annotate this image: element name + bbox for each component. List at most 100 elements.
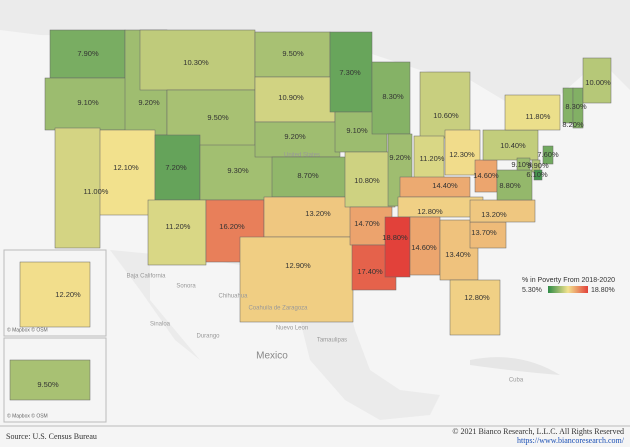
- state: [9, 359, 91, 401]
- state: [542, 145, 554, 165]
- state-value-label: 8.80%: [499, 181, 521, 190]
- state-value-label: 14.70%: [354, 219, 380, 228]
- state: [572, 87, 584, 129]
- state: [19, 261, 91, 328]
- state: [582, 57, 612, 104]
- state-value-label: 11.00%: [84, 187, 109, 196]
- state-value-label: 10.60%: [433, 111, 459, 120]
- state-value-label: 9.20%: [138, 98, 160, 107]
- state-value-label: 14.40%: [432, 181, 458, 190]
- state-value-label: 10.90%: [278, 93, 304, 102]
- state-value-label: 9.90%: [527, 161, 549, 170]
- state-value-label: 11.20%: [420, 154, 445, 163]
- place-label: Tamaulipas: [317, 338, 347, 344]
- place-label: Cuba: [509, 378, 524, 384]
- state-value-label: 12.30%: [449, 150, 475, 159]
- state: [344, 151, 396, 208]
- place-label: Baja California: [126, 274, 166, 280]
- state: [384, 216, 411, 278]
- state-value-label: 13.20%: [481, 210, 507, 219]
- state-value-label: 12.10%: [113, 163, 139, 172]
- state-value-label: 10.80%: [354, 176, 380, 185]
- place-label: Sonora: [176, 284, 196, 290]
- state-value-label: 6.10%: [526, 170, 548, 179]
- place-label: Coahuila de Zaragoza: [248, 306, 308, 312]
- place-label: United States: [284, 153, 320, 159]
- state-value-label: 9.10%: [77, 98, 99, 107]
- state-value-label: 14.60%: [411, 243, 437, 252]
- state-value-label: 7.60%: [537, 150, 559, 159]
- state-value-label: 9.50%: [207, 113, 229, 122]
- source: Source: U.S. Census Bureau: [6, 432, 97, 441]
- state: [444, 129, 481, 176]
- place-label: Durango: [196, 334, 220, 340]
- state-value-label: 8.30%: [565, 102, 587, 111]
- legend-title: % in Poverty From 2018-2020: [522, 277, 615, 284]
- legend-scale: [548, 286, 588, 293]
- attribution: © Mapbox © OSM: [7, 412, 48, 419]
- state: [516, 157, 531, 171]
- state-value-label: 11.80%: [526, 112, 551, 121]
- place-label: Nuevo Leon: [276, 326, 308, 332]
- state-value-label: 7.20%: [165, 163, 187, 172]
- state: [469, 221, 507, 249]
- state-value-label: 13.70%: [471, 228, 497, 237]
- place-label: Chihuahua: [218, 294, 248, 300]
- state-value-label: 8.30%: [382, 92, 404, 101]
- state-value-label: 12.20%: [55, 290, 81, 299]
- state-value-label: 9.50%: [282, 49, 304, 58]
- state-value-label: 10.00%: [585, 78, 611, 87]
- attribution: © Mapbox © OSM: [7, 326, 48, 333]
- state-value-label: 12.80%: [417, 207, 443, 216]
- state-value-label: 8.70%: [297, 171, 319, 180]
- state: [139, 29, 256, 91]
- state-value-label: 12.80%: [464, 293, 490, 302]
- state-value-label: 11.20%: [166, 222, 191, 231]
- cuba-land: [470, 357, 560, 375]
- state: [254, 31, 331, 78]
- state-value-label: 13.40%: [445, 250, 471, 259]
- state: [409, 216, 441, 276]
- state: [263, 196, 353, 238]
- state-value-label: 16.20%: [219, 222, 245, 231]
- state: [54, 127, 101, 249]
- state: [449, 279, 501, 336]
- state-value-label: 9.30%: [227, 166, 249, 175]
- state: [154, 134, 201, 201]
- state-value-label: 8.20%: [562, 120, 584, 129]
- state: [147, 199, 207, 266]
- state: [496, 169, 533, 201]
- state-value-label: 9.10%: [346, 126, 368, 135]
- canada: [0, 0, 630, 110]
- state: [49, 29, 126, 79]
- state-value-label: 12.90%: [285, 261, 311, 270]
- state: [271, 156, 351, 198]
- state-value-label: 9.10%: [511, 160, 533, 169]
- state-value-label: 7.90%: [77, 49, 99, 58]
- state-value-label: 10.30%: [183, 58, 209, 67]
- mexico: [110, 250, 440, 420]
- state-value-label: 17.40%: [357, 267, 383, 276]
- place-label: Mexico: [256, 351, 288, 362]
- state: [254, 76, 336, 123]
- state-value-label: 9.50%: [37, 380, 59, 389]
- state: [329, 31, 373, 113]
- place-label: Sinaloa: [150, 322, 171, 328]
- state: [239, 236, 354, 323]
- state-value-label: 9.20%: [389, 153, 411, 162]
- state-value-label: 9.20%: [284, 132, 306, 141]
- copyright: © 2021 Bianco Research, L.L.C. All Right…: [452, 427, 624, 436]
- url[interactable]: https://www.biancoresearch.com/: [517, 436, 625, 445]
- legend-max: 18.80%: [591, 287, 615, 294]
- state-value-label: 10.40%: [500, 141, 526, 150]
- state: [96, 129, 156, 216]
- state: [533, 169, 543, 181]
- legend-min: 5.30%: [522, 287, 542, 294]
- state-value-label: 14.60%: [473, 171, 499, 180]
- state-value-label: 18.80%: [382, 233, 408, 242]
- state-value-label: 13.20%: [305, 209, 331, 218]
- state: [371, 61, 411, 135]
- state: [419, 71, 471, 139]
